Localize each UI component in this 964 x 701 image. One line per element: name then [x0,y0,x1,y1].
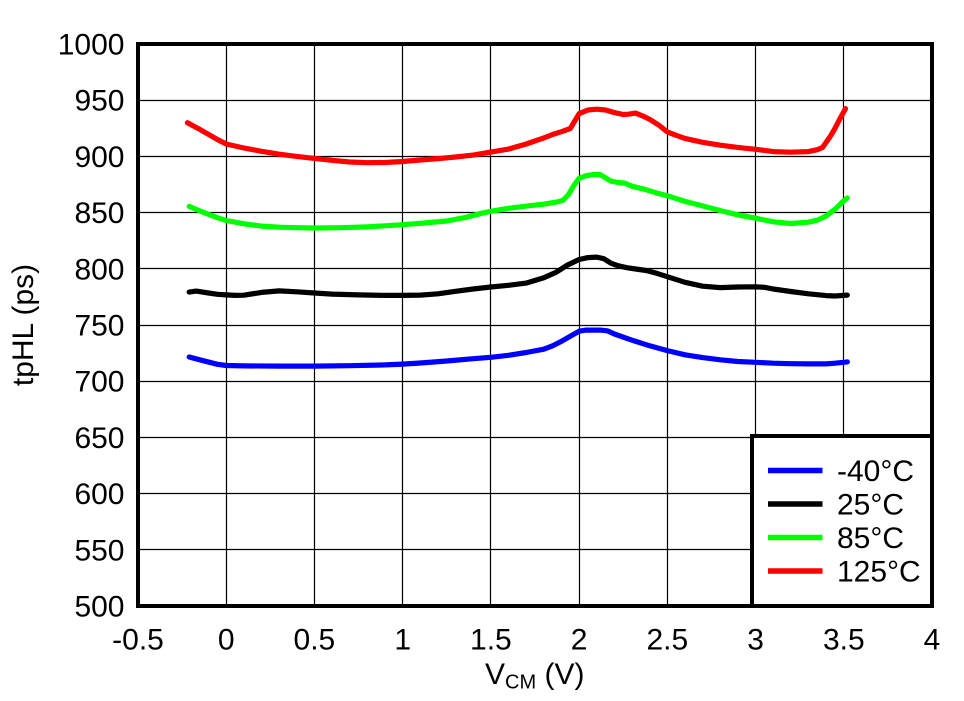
svg-text:1: 1 [394,624,411,657]
svg-text:2: 2 [571,624,588,657]
svg-text:750: 750 [74,310,124,343]
svg-text:-0.5: -0.5 [112,624,164,657]
svg-text:tpHL (ps): tpHL (ps) [7,264,40,386]
svg-text:125°C: 125°C [837,556,921,589]
svg-text:0: 0 [218,624,235,657]
svg-text:800: 800 [74,253,124,286]
svg-text:500: 500 [74,591,124,624]
svg-text:1000: 1000 [58,29,125,62]
svg-text:3.5: 3.5 [823,624,865,657]
svg-text:900: 900 [74,141,124,174]
svg-text:25°C: 25°C [837,489,904,522]
svg-text:1.5: 1.5 [470,624,512,657]
svg-text:2.5: 2.5 [646,624,688,657]
svg-text:3: 3 [747,624,764,657]
svg-text:650: 650 [74,422,124,455]
svg-text:550: 550 [74,534,124,567]
svg-text:700: 700 [74,366,124,399]
svg-text:4: 4 [924,624,941,657]
svg-text:950: 950 [74,85,124,118]
svg-text:0.5: 0.5 [294,624,336,657]
svg-text:850: 850 [74,197,124,230]
svg-text:85°C: 85°C [837,522,904,555]
svg-text:-40°C: -40°C [837,455,914,488]
svg-text:600: 600 [74,478,124,511]
